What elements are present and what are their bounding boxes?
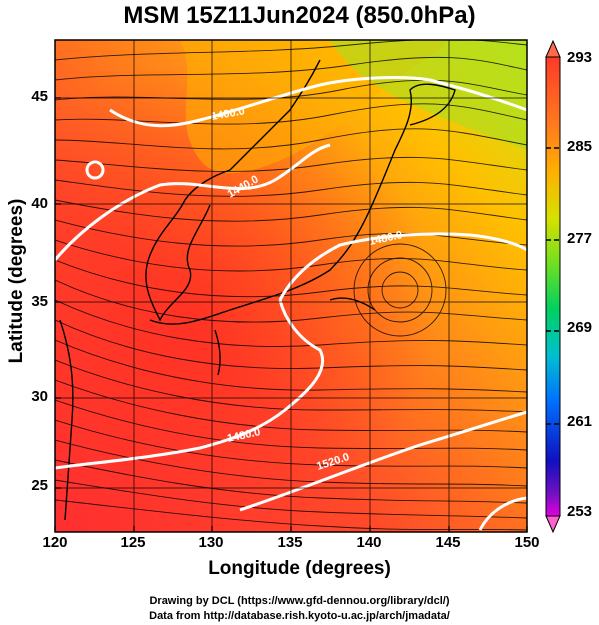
- colorbar: [545, 39, 561, 534]
- y-tick-label: 25: [31, 477, 48, 494]
- colorbar-tick-label: 269: [567, 319, 593, 336]
- x-tick-label: 135: [277, 534, 303, 551]
- chart-title: MSM 15Z11Jun2024 (850.0hPa): [123, 2, 476, 29]
- colorbar-tick-label: 293: [567, 49, 593, 66]
- colorbar-tick-label: 253: [567, 503, 593, 520]
- svg-text:1400.0: 1400.0: [210, 105, 245, 123]
- coastlines: [59, 59, 456, 521]
- x-tick-label: 145: [435, 534, 461, 551]
- colorbar-tick-label: 285: [567, 138, 593, 155]
- y-tick-label: 30: [31, 388, 48, 405]
- credit-line-2: Data from http://database.rish.kyoto-u.a…: [149, 610, 450, 622]
- axis-ticks: [54, 97, 528, 532]
- y-tick-label: 40: [31, 195, 48, 212]
- height-contours: [55, 76, 527, 531]
- y-tick-label: 45: [31, 88, 48, 105]
- x-tick-label: 120: [42, 534, 68, 551]
- grid-lines: [55, 40, 527, 532]
- y-tick-label: 35: [31, 293, 48, 310]
- credit-line-1: Drawing by DCL (https://www.gfd-dennou.o…: [149, 595, 450, 607]
- x-tick-label: 150: [514, 534, 540, 551]
- x-axis-label: Longitude (degrees): [208, 558, 391, 579]
- colorbar-tick-label: 261: [567, 413, 593, 430]
- x-tick-label: 125: [120, 534, 146, 551]
- colorbar-tick-label: 277: [567, 230, 593, 247]
- x-tick-label: 130: [198, 534, 224, 551]
- x-tick-label: 140: [356, 534, 382, 551]
